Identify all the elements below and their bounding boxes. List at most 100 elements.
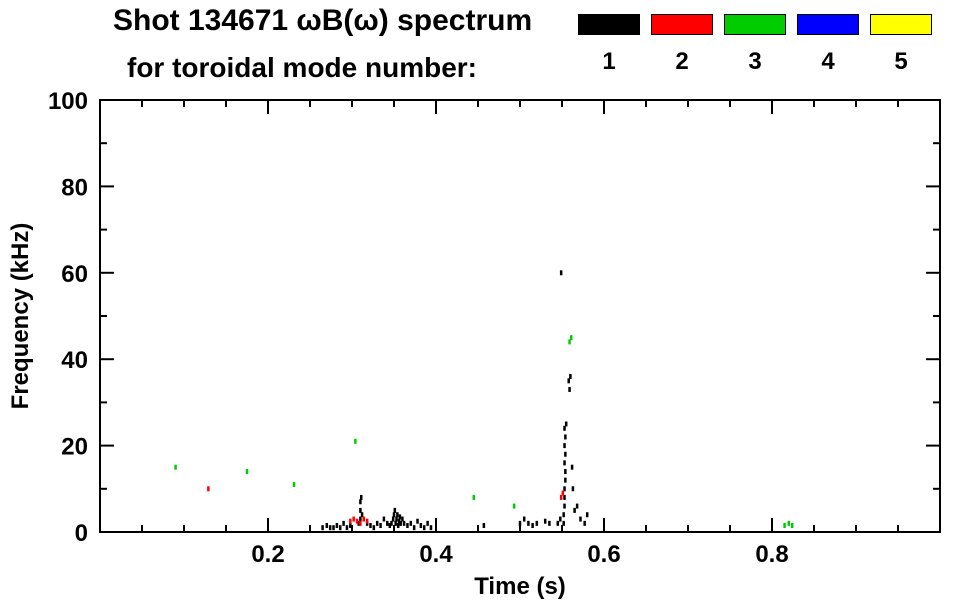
data-point-n=1 (564, 477, 567, 483)
data-point-n=1 (564, 451, 567, 457)
data-point-n=2 (561, 490, 565, 496)
data-point-n=3 (354, 438, 357, 444)
legend-label: 5 (894, 48, 908, 75)
data-point-n=3 (569, 335, 573, 341)
data-point-n=1 (396, 512, 399, 518)
data-point-n=1 (585, 512, 589, 518)
data-point-n=1 (563, 460, 566, 466)
chart-header: Shot 134671 ωB(ω) spectrum for toroidal … (0, 0, 963, 90)
legend-item-n5: 5 (870, 14, 932, 76)
legend-label: 2 (675, 48, 689, 75)
legend-swatch (578, 14, 640, 35)
data-point-n=2 (207, 486, 210, 492)
chart-subtitle: for toroidal mode number: (127, 52, 477, 83)
data-point-n=1 (548, 520, 551, 526)
data-point-n=1 (562, 520, 565, 526)
plot-frame (99, 99, 941, 533)
y-tick-label: 100 (48, 88, 88, 115)
legend-swatch (724, 14, 786, 35)
data-point-n=1 (564, 434, 567, 440)
data-point-n=1 (386, 520, 389, 526)
legend-item-n2: 2 (651, 14, 713, 76)
data-point-n=1 (406, 523, 409, 529)
legend-swatch (797, 14, 859, 35)
legend-swatch (870, 14, 932, 35)
data-point-n=1 (359, 494, 363, 500)
data-point-n=1 (338, 525, 342, 531)
data-point-n=1 (360, 512, 364, 518)
data-point-n=1 (563, 503, 566, 509)
legend-item-n3: 3 (724, 14, 786, 76)
data-point-n=1 (412, 525, 416, 531)
data-point-n=2 (362, 516, 366, 522)
data-point-n=1 (568, 386, 571, 392)
data-point-n=1 (382, 516, 386, 522)
data-point-n=1 (395, 516, 398, 522)
data-point-n=1 (559, 270, 563, 276)
data-point-n=1 (342, 520, 345, 526)
data-point-n=1 (569, 373, 572, 379)
legend-label: 4 (821, 48, 835, 75)
data-point-n=1 (567, 378, 570, 384)
legend-label: 1 (602, 48, 616, 75)
data-point-n=1 (392, 512, 396, 518)
data-point-n=1 (583, 520, 586, 526)
data-point-n=1 (416, 518, 419, 524)
data-point-n=1 (426, 520, 429, 526)
data-point-n=1 (372, 525, 376, 531)
data-point-n=1 (419, 523, 423, 529)
x-tick-label: 0.4 (419, 541, 453, 568)
x-axis-title: Time (s) (474, 573, 566, 600)
data-point-n=1 (321, 525, 324, 531)
y-tick-label: 20 (61, 434, 88, 461)
data-point-n=3 (783, 523, 786, 529)
data-point-n=1 (563, 425, 566, 431)
y-tick-label: 80 (61, 174, 88, 201)
data-point-n=1 (564, 469, 567, 475)
data-point-n=3 (292, 481, 296, 487)
data-point-n=2 (355, 518, 359, 524)
data-point-n=2 (349, 518, 352, 524)
data-point-n=1 (531, 523, 534, 529)
y-tick-label: 0 (75, 520, 88, 547)
data-point-n=1 (579, 516, 582, 522)
data-point-n=1 (562, 512, 565, 518)
data-point-n=1 (401, 516, 404, 522)
x-tick-label: 0.6 (587, 541, 620, 568)
data-point-n=1 (396, 523, 400, 529)
data-point-n=1 (527, 520, 530, 526)
data-point-n=1 (393, 507, 397, 513)
legend-swatch (651, 14, 713, 35)
legend-item-n1: 1 (578, 14, 640, 76)
data-point-n=1 (573, 507, 576, 513)
data-point-n=1 (335, 523, 339, 529)
data-point-n=3 (512, 503, 516, 509)
data-point-n=1 (359, 499, 362, 505)
data-point-n=1 (556, 520, 560, 526)
data-point-n=1 (325, 523, 329, 529)
data-point-n=3 (787, 520, 791, 526)
data-point-n=1 (399, 520, 402, 526)
data-point-n=1 (563, 443, 566, 449)
data-point-n=1 (397, 518, 401, 524)
data-point-n=1 (359, 516, 362, 522)
data-point-n=1 (535, 520, 539, 526)
data-point-n=1 (349, 523, 352, 529)
data-point-n=1 (409, 520, 413, 526)
data-point-n=3 (174, 464, 177, 470)
data-point-n=2 (365, 518, 369, 524)
data-point-n=1 (332, 525, 335, 531)
data-point-n=1 (388, 523, 392, 529)
data-point-n=1 (328, 525, 332, 531)
data-point-n=1 (518, 520, 522, 526)
legend-item-n4: 4 (797, 14, 859, 76)
data-point-n=1 (422, 525, 426, 531)
data-point-n=1 (391, 516, 395, 522)
y-axis-title: Frequency (kHz) (7, 223, 34, 410)
x-tick-label: 0.2 (251, 541, 284, 568)
data-point-n=1 (398, 514, 402, 520)
data-point-n=1 (375, 520, 379, 526)
legend-label: 3 (748, 48, 762, 75)
data-point-n=1 (482, 523, 486, 529)
